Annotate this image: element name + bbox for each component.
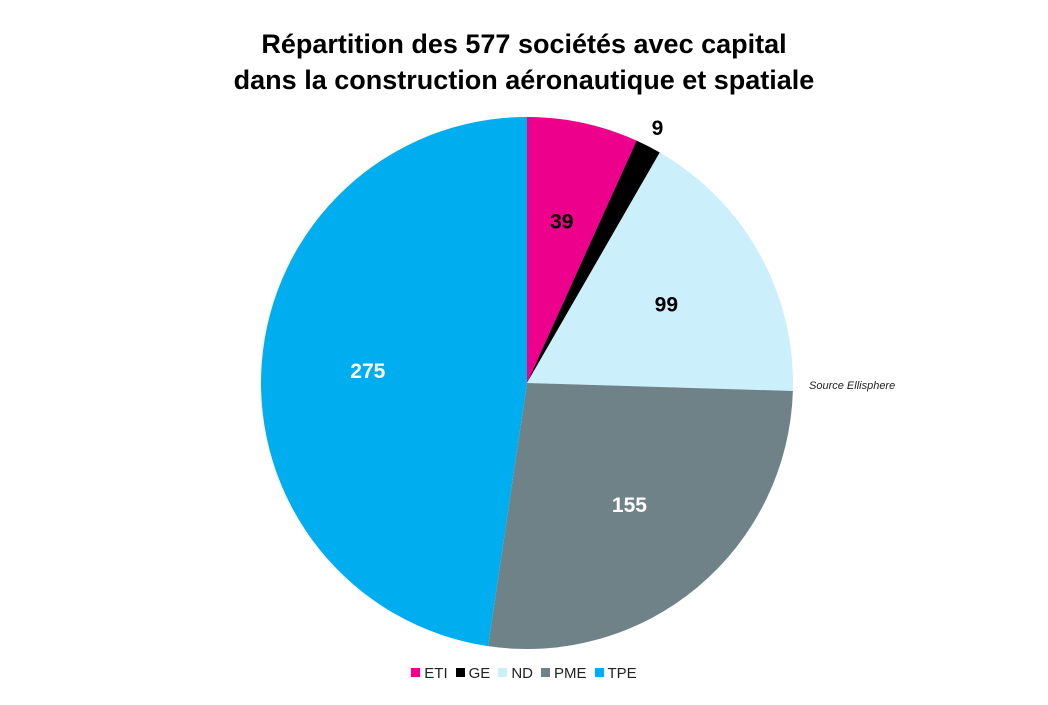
pie-slice-eti	[527, 117, 637, 383]
legend-label-pme: PME	[554, 665, 587, 682]
data-label-ge: 9	[652, 117, 664, 140]
legend-swatch-tpe	[594, 668, 604, 677]
pie-slice-ge	[527, 140, 660, 383]
legend-label-ge: GE	[468, 665, 491, 682]
legend-swatch-eti	[411, 668, 421, 677]
data-label-pme: 155	[612, 494, 647, 517]
data-label-eti: 39	[550, 210, 573, 233]
legend: ETI GE ND PME TPE	[0, 665, 1048, 682]
legend-item-tpe: TPE	[594, 665, 637, 682]
legend-label-nd: ND	[511, 665, 533, 682]
legend-label-eti: ETI	[424, 665, 448, 682]
pie-slices	[260, 117, 793, 649]
legend-swatch-nd	[498, 668, 508, 677]
data-label-nd: 99	[655, 294, 678, 317]
pie-slice-tpe	[260, 117, 527, 647]
source-annotation: Source Ellisphere	[809, 380, 896, 392]
legend-item-pme: PME	[541, 665, 587, 682]
legend-swatch-pme	[541, 668, 550, 677]
chart-title-line-2: dans la construction aéronautique et spa…	[233, 65, 815, 95]
legend-swatch-ge	[455, 668, 465, 677]
legend-label-tpe: TPE	[607, 665, 637, 682]
legend-item-eti: ETI	[411, 665, 448, 682]
legend-item-nd: ND	[498, 665, 533, 682]
chart-title: Répartition des 577 sociétés avec capita…	[0, 26, 1048, 98]
pie-slice-pme	[488, 383, 793, 649]
data-label-tpe: 275	[350, 360, 385, 383]
legend-item-ge: GE	[455, 665, 491, 682]
pie-slice-nd	[527, 152, 793, 391]
chart-title-line-1: Répartition des 577 sociétés avec capita…	[261, 29, 787, 59]
